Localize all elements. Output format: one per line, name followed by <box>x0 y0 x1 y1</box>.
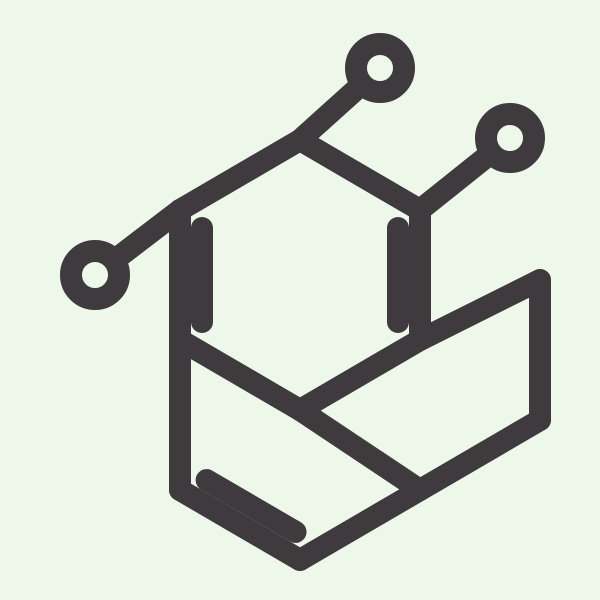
molecule-icon <box>0 0 600 600</box>
icon-canvas <box>0 0 600 600</box>
